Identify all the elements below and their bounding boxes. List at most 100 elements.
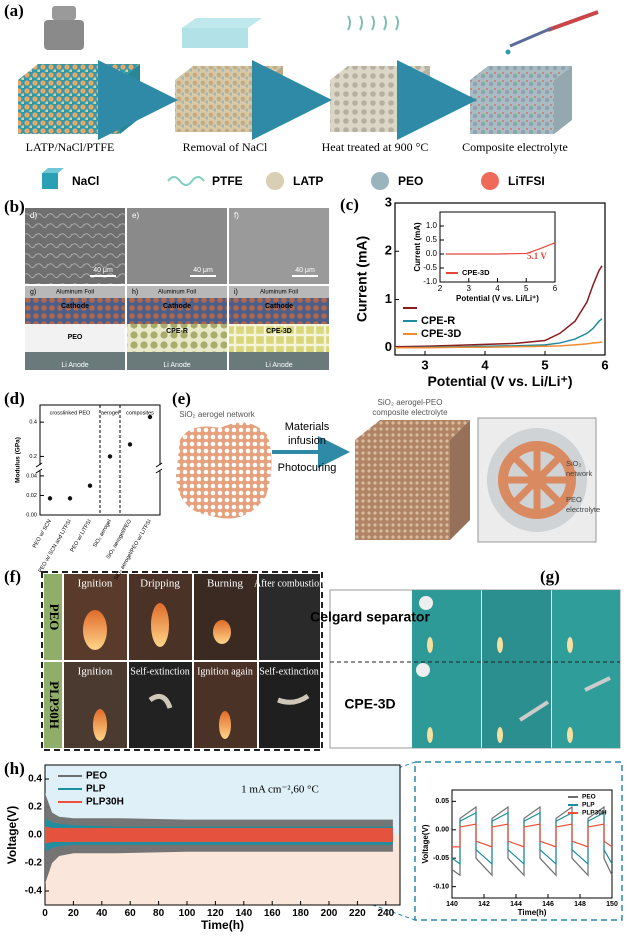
x-tick-label: 6 <box>601 357 608 372</box>
y-tick-label: 1.0 <box>426 221 438 230</box>
y-tick-label: 0.04 <box>26 473 37 479</box>
y-axis-label: Current (mA) <box>413 222 422 272</box>
y-tick-label: 0.02 <box>26 493 37 499</box>
layer-label: CPE-R <box>166 328 188 335</box>
series-line <box>395 341 603 349</box>
sub-label: g) <box>30 289 36 296</box>
legend-label: CPE-R <box>421 315 455 327</box>
y-tick-label: 0.5 <box>426 235 438 244</box>
legend-label: CPE-3D <box>462 268 490 277</box>
e-label: electrolyte <box>566 505 600 514</box>
legend-label: PLP <box>86 784 106 795</box>
series-band <box>45 826 393 844</box>
legend-label: PLP30H <box>86 797 124 808</box>
x-tick-label: 180 <box>292 908 309 919</box>
x-tick-label: 120 <box>207 908 224 919</box>
x-tick-label: 140 <box>235 908 252 919</box>
y-tick-label: 0.2 <box>28 802 42 813</box>
x-tick-label: 148 <box>574 901 586 908</box>
x-axis-label: Potential (V vs. Li/Li⁺) <box>427 373 572 389</box>
e-label: SiO₂ aerogel-PEO <box>378 398 443 407</box>
series-line <box>394 265 603 348</box>
row-label: PLP30H <box>47 681 62 729</box>
sub-label: h) <box>132 289 138 296</box>
e-label: PEO <box>566 495 582 504</box>
photo-caption: Ignition <box>78 666 113 678</box>
step-caption: Removal of NaCl <box>183 140 268 154</box>
legend-label: PTFE <box>212 174 243 188</box>
e-label: composite electrolyte <box>372 408 448 417</box>
scale-bar: 40 μm <box>295 267 315 274</box>
y-axis-label: Modulus (GPa) <box>15 437 22 483</box>
x-tick-label: 20 <box>68 908 80 919</box>
step-caption: Heat treated at 900 °C <box>322 140 429 154</box>
x-tick-label: 144 <box>510 901 522 908</box>
y-tick-label: 3 <box>385 194 392 209</box>
layer-label: Aluminum Foil <box>158 290 196 296</box>
photo-caption: Dripping <box>140 578 180 590</box>
legend-label: LiTFSI <box>508 174 545 188</box>
annotation: 5.1 V <box>527 251 547 261</box>
y-axis-label: Voltage(V) <box>5 806 19 864</box>
plot-frame <box>394 202 606 356</box>
e-label: SiO₂ <box>566 459 582 468</box>
y-tick-label: 0.0 <box>426 249 438 258</box>
y-tick-label: -0.2 <box>25 858 43 869</box>
panel-label: (b) <box>4 197 25 216</box>
sub-label: i) <box>234 289 238 296</box>
x-tick-label: 5 <box>524 284 529 293</box>
x-tick-label: 6 <box>553 284 558 293</box>
row-label: Celgard separator <box>310 609 430 625</box>
step-caption: Composite electrolyte <box>462 140 568 154</box>
annotation: 1 mA cm⁻²,60 °C <box>241 784 319 796</box>
x-tick-label: 240 <box>377 908 394 919</box>
photo-caption: Burning <box>207 578 244 590</box>
y-tick-label: 0.00 <box>26 512 37 518</box>
data-point <box>127 442 133 447</box>
e-label: SiO₂ aerogel network <box>179 410 256 419</box>
panel-label: (c) <box>340 195 359 214</box>
photo-caption: Ignition <box>78 578 113 590</box>
y-axis-label: Current (mA) <box>354 236 370 322</box>
x-axis-label: Potential (V vs. Li/Li⁺) <box>456 294 539 303</box>
e-label: Photocuring <box>278 462 337 474</box>
sub-label: f) <box>234 211 239 220</box>
legend-label: PEO <box>398 174 423 188</box>
schematic-e <box>176 417 597 543</box>
e-label: Materials <box>285 421 330 433</box>
legend-label: LATP <box>293 174 323 188</box>
photo-caption: Self-extinction <box>259 666 318 677</box>
series-line <box>452 823 613 848</box>
layer-label: Cathode <box>61 303 89 310</box>
y-tick-label: 0.4 <box>28 774 42 785</box>
x-tick-label: 220 <box>349 908 366 919</box>
data-point <box>47 496 53 501</box>
series-line <box>445 242 556 255</box>
layer-label: CPE-3D <box>266 328 292 335</box>
y-tick-label: 0.2 <box>29 454 37 460</box>
panel-label: (e) <box>172 389 191 408</box>
data-point <box>67 496 73 501</box>
photos-f <box>41 571 323 751</box>
layer-label: Aluminum Foil <box>260 290 298 296</box>
y-tick-label: -1.0 <box>423 277 437 286</box>
y-axis-label: Voltage(V) <box>421 824 430 863</box>
x-tick-label: 0 <box>42 908 48 919</box>
layer-label: PEO <box>68 334 83 341</box>
section-label: aerogel <box>101 410 119 416</box>
row-label: PEO <box>47 604 62 631</box>
y-tick-label: 0.0 <box>28 830 42 841</box>
panel-label: (g) <box>540 567 560 586</box>
legend-label: PLP30H <box>582 810 607 817</box>
x-tick-label: 4 <box>495 284 500 293</box>
photos-g <box>329 589 621 749</box>
data-point <box>87 483 93 488</box>
legend-label: CPE-3D <box>421 328 461 340</box>
y-tick-label: -0.10 <box>433 883 449 890</box>
plot-frame <box>451 789 613 899</box>
axis-break <box>35 462 43 474</box>
x-tick-label: 60 <box>125 908 137 919</box>
legend-label: NaCl <box>72 174 99 188</box>
micrographs <box>25 208 329 370</box>
section-label: crosslinked PEO <box>50 410 91 416</box>
